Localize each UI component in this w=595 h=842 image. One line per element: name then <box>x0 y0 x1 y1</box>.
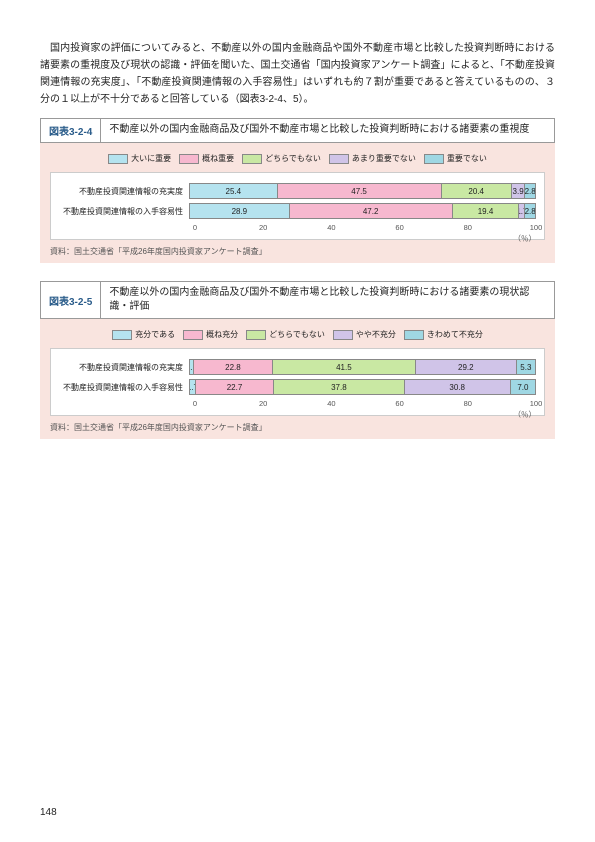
x-axis: （％） 020406080100 <box>195 223 536 237</box>
bar-row: 不動産投資関連情報の充実度25.447.520.43.92.8 <box>59 183 536 199</box>
bar-segment: 29.2 <box>416 360 517 374</box>
bar-segment: 2.8 <box>525 204 535 218</box>
legend: 大いに重要 概ね重要 どちらでもない あまり重要でない 重要でない <box>50 153 545 164</box>
axis-tick: 40 <box>327 399 335 408</box>
bar-segment: 2.8 <box>525 184 535 198</box>
bar-segment: 30.8 <box>405 380 511 394</box>
bar-row: 不動産投資関連情報の入手容易性1.722.737.830.87.0 <box>59 379 536 395</box>
legend-swatch <box>112 330 132 340</box>
bar-label: 不動産投資関連情報の入手容易性 <box>59 382 189 393</box>
figure-source: 資料：国土交通省「平成26年度国内投資家アンケート調査」 <box>50 422 545 433</box>
figure-number: 図表3-2-4 <box>41 119 101 142</box>
legend-item: きわめて不充分 <box>404 329 483 340</box>
figure-3-2-5: 図表3-2-5 不動産以外の国内金融商品及び国外不動産市場と比較した投資判断時に… <box>40 281 555 439</box>
legend-item: やや不充分 <box>333 329 396 340</box>
axis-tick: 80 <box>464 223 472 232</box>
bar-segment: 20.4 <box>442 184 512 198</box>
legend-item: 概ね重要 <box>179 153 234 164</box>
legend-label: 概ね充分 <box>206 329 238 340</box>
legend-swatch <box>183 330 203 340</box>
bar-segment: 7.0 <box>511 380 535 394</box>
bar-row: 不動産投資関連情報の充実度1.222.841.529.25.3 <box>59 359 536 375</box>
legend-label: 充分である <box>135 329 175 340</box>
legend-label: どちらでもない <box>269 329 325 340</box>
figure-title: 不動産以外の国内金融商品及び国外不動産市場と比較した投資判断時における諸要素の現… <box>101 282 554 318</box>
bar-label: 不動産投資関連情報の充実度 <box>59 362 189 373</box>
axis-tick: 100 <box>530 223 543 232</box>
chart-area: 充分である 概ね充分 どちらでもない やや不充分 きわめて不充分 不動産投資関連情報の充… <box>40 319 555 439</box>
legend-item: どちらでもない <box>242 153 321 164</box>
bar-segment: 41.5 <box>273 360 416 374</box>
legend-swatch <box>246 330 266 340</box>
x-axis: （％） 020406080100 <box>195 399 536 413</box>
bar-row: 不動産投資関連情報の入手容易性28.947.219.41.72.8 <box>59 203 536 219</box>
axis-tick: 60 <box>395 399 403 408</box>
bar-track: 25.447.520.43.92.8 <box>189 183 536 199</box>
axis-tick: 60 <box>395 223 403 232</box>
figure-source: 資料：国土交通省「平成26年度国内投資家アンケート調査」 <box>50 246 545 257</box>
legend-item: どちらでもない <box>246 329 325 340</box>
legend-swatch <box>179 154 199 164</box>
axis-tick: 100 <box>530 399 543 408</box>
legend-label: 重要でない <box>447 153 487 164</box>
bar-segment: 25.4 <box>190 184 278 198</box>
legend-label: 概ね重要 <box>202 153 234 164</box>
legend: 充分である 概ね充分 どちらでもない やや不充分 きわめて不充分 <box>50 329 545 340</box>
bar-segment: 47.5 <box>278 184 442 198</box>
legend-label: 大いに重要 <box>131 153 171 164</box>
figure-3-2-4: 図表3-2-4 不動産以外の国内金融商品及び国外不動産市場と比較した投資判断時に… <box>40 118 555 263</box>
axis-unit: （％） <box>514 233 537 244</box>
axis-unit: （％） <box>514 409 537 420</box>
legend-label: やや不充分 <box>356 329 396 340</box>
legend-swatch <box>404 330 424 340</box>
axis-tick: 40 <box>327 223 335 232</box>
bar-segment: 37.8 <box>274 380 404 394</box>
intro-paragraph: 国内投資家の評価についてみると、不動産以外の国内金融商品や国外不動産市場と比較し… <box>40 40 555 108</box>
bar-segment: 22.8 <box>194 360 273 374</box>
legend-label: きわめて不充分 <box>427 329 483 340</box>
figure-number: 図表3-2-5 <box>41 282 101 318</box>
legend-swatch <box>333 330 353 340</box>
legend-item: 重要でない <box>424 153 487 164</box>
legend-swatch <box>108 154 128 164</box>
axis-tick: 80 <box>464 399 472 408</box>
bar-label: 不動産投資関連情報の充実度 <box>59 186 189 197</box>
figure-title: 不動産以外の国内金融商品及び国外不動産市場と比較した投資判断時における諸要素の重… <box>101 119 554 142</box>
bar-track: 1.722.737.830.87.0 <box>189 379 536 395</box>
axis-tick: 20 <box>259 223 267 232</box>
legend-swatch <box>424 154 444 164</box>
bar-segment: 5.3 <box>517 360 535 374</box>
axis-tick: 0 <box>193 399 197 408</box>
bar-label: 不動産投資関連情報の入手容易性 <box>59 206 189 217</box>
legend-item: 概ね充分 <box>183 329 238 340</box>
bars-wrap: 不動産投資関連情報の充実度1.222.841.529.25.3不動産投資関連情報… <box>50 348 545 416</box>
bar-segment: 47.2 <box>290 204 453 218</box>
legend-swatch <box>242 154 262 164</box>
legend-item: 大いに重要 <box>108 153 171 164</box>
figure-header: 図表3-2-5 不動産以外の国内金融商品及び国外不動産市場と比較した投資判断時に… <box>40 281 555 319</box>
legend-swatch <box>329 154 349 164</box>
legend-item: 充分である <box>112 329 175 340</box>
bar-segment: 28.9 <box>190 204 290 218</box>
bar-segment: 22.7 <box>196 380 274 394</box>
bars-wrap: 不動産投資関連情報の充実度25.447.520.43.92.8不動産投資関連情報… <box>50 172 545 240</box>
bar-track: 28.947.219.41.72.8 <box>189 203 536 219</box>
axis-tick: 0 <box>193 223 197 232</box>
axis-tick: 20 <box>259 399 267 408</box>
legend-label: どちらでもない <box>265 153 321 164</box>
figure-header: 図表3-2-4 不動産以外の国内金融商品及び国外不動産市場と比較した投資判断時に… <box>40 118 555 143</box>
bar-segment: 3.9 <box>512 184 525 198</box>
legend-item: あまり重要でない <box>329 153 416 164</box>
bar-track: 1.222.841.529.25.3 <box>189 359 536 375</box>
bar-segment: 19.4 <box>453 204 520 218</box>
page-number: 148 <box>40 807 57 818</box>
chart-area: 大いに重要 概ね重要 どちらでもない あまり重要でない 重要でない 不動産投資関連情報の… <box>40 143 555 263</box>
legend-label: あまり重要でない <box>352 153 416 164</box>
